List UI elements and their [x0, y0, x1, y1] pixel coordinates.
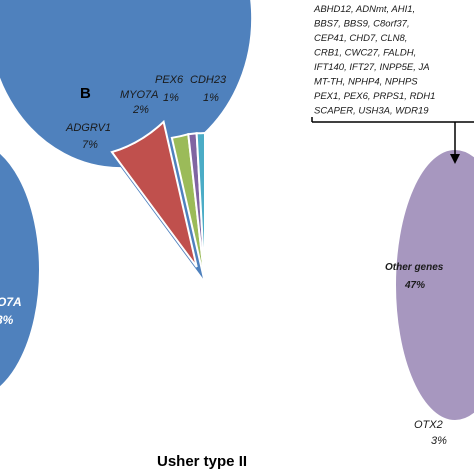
left-pie: O7A 3%: [0, 151, 41, 389]
panel-letter-b: B: [80, 85, 91, 102]
arrow-head: [450, 154, 460, 164]
chart-title: Usher type II: [157, 453, 247, 470]
usher-type-ii-pie: [0, 0, 254, 287]
slice-label-pex6: PEX6: [155, 74, 184, 86]
gene-list-line: BBS7, BBS9, C8orf37,: [314, 19, 410, 30]
pie-slice-adgrv1: [110, 119, 198, 268]
slice-value-cdh23: 1%: [203, 92, 219, 104]
gene-list-line: CEP41, CHD7, CLN8,: [314, 33, 407, 44]
slice-value-other-genes: 47%: [404, 280, 425, 291]
right-pie: Other genes 47% OTX2 3%: [385, 148, 474, 447]
slice-value-ush2a: 88%: [253, 393, 277, 407]
usher-type-ii-labels: B USH2A 88% ADGRV1 7% MYO7A 2% PEX6 1% C…: [65, 74, 292, 470]
other-genes-list: ABHD12, ADNmt, AHI1, BBS7, BBS9, C8orf37,…: [313, 4, 435, 117]
left-pie-slice: [0, 151, 41, 389]
slice-label-ush2a: USH2A: [251, 373, 292, 387]
other-genes-callout: ABHD12, ADNmt, AHI1, BBS7, BBS9, C8orf37,…: [311, 4, 474, 164]
gene-list-line: IFT140, IFT27, INPP5E, JA: [314, 62, 430, 73]
slice-value-otx2: 3%: [431, 435, 447, 447]
slice-label-otx2: OTX2: [414, 419, 443, 431]
slice-label-cdh23: CDH23: [190, 74, 227, 86]
left-pie-label: O7A: [0, 295, 22, 309]
slice-label-adgrv1: ADGRV1: [65, 122, 111, 134]
slice-label-myo7a: MYO7A: [120, 89, 159, 101]
slice-value-adgrv1: 7%: [82, 139, 98, 151]
slice-label-other-genes: Other genes: [385, 262, 444, 273]
slice-value-pex6: 1%: [163, 92, 179, 104]
slice-value-myo7a: 2%: [132, 104, 149, 116]
gene-list-line: PEX1, PEX6, PRPS1, RDH1: [314, 91, 435, 102]
left-pie-value: 3%: [0, 313, 14, 327]
gene-list-line: ABHD12, ADNmt, AHI1,: [313, 4, 415, 15]
gene-list-line: CRB1, CWC27, FALDH,: [314, 48, 416, 59]
gene-list-line: SCAPER, USH3A, WDR19: [314, 106, 429, 117]
pie-slice-cdh23: [195, 131, 206, 284]
gene-list-line: MT-TH, NPHP4, NPHPS: [314, 77, 418, 88]
